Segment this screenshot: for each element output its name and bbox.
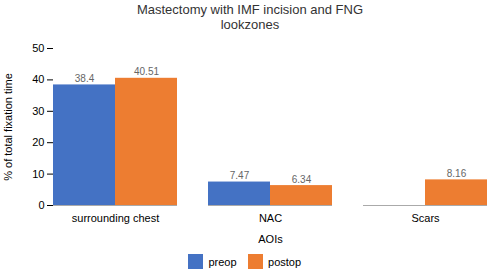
- svg-text:NAC: NAC: [259, 212, 282, 224]
- svg-text:8.16: 8.16: [447, 168, 467, 179]
- html-text:preop: preop: [208, 255, 237, 268]
- svg-text:40.51: 40.51: [134, 66, 159, 77]
- svg-text:10: 10: [32, 168, 44, 180]
- svg-text:50: 50: [32, 42, 44, 54]
- svg-text:surrounding chest: surrounding chest: [72, 212, 159, 224]
- svg-text:7.47: 7.47: [230, 170, 250, 181]
- svg-text:20: 20: [32, 136, 44, 148]
- svg-text:6.34: 6.34: [292, 174, 312, 185]
- svg-text:% of total fixation time: % of total fixation time: [2, 73, 14, 181]
- html-text:postop: postop: [268, 255, 302, 268]
- svg-text:38.4: 38.4: [75, 73, 95, 84]
- svg-text:30: 30: [32, 105, 44, 117]
- html-text:Mastectomy with IMF incision a: Mastectomy with IMF incision and FNG loo…: [136, 2, 364, 32]
- svg-text:40: 40: [32, 73, 44, 85]
- svg-text:0: 0: [38, 199, 44, 211]
- svg-text:Scars: Scars: [411, 212, 440, 224]
- svg-text:AOIs: AOIs: [258, 233, 283, 245]
